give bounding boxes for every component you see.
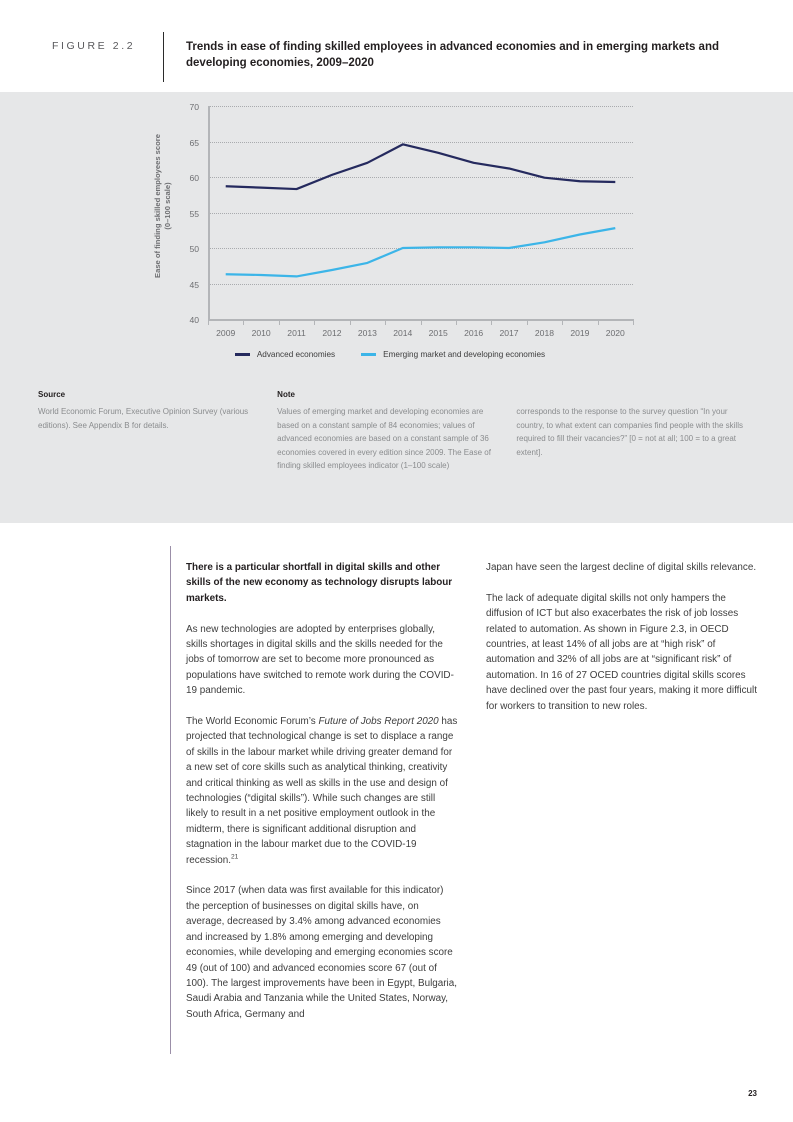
y-axis-tick-label: 50 bbox=[189, 244, 199, 254]
x-axis-tick-label: 2009 bbox=[216, 328, 236, 338]
note-block-continued: corresponds to the response to the surve… bbox=[516, 390, 755, 473]
figure-notes: Source World Economic Forum, Executive O… bbox=[0, 390, 793, 473]
gridline: 55 bbox=[189, 209, 633, 219]
x-axis-tick-label: 2014 bbox=[393, 328, 413, 338]
body-column-rule bbox=[170, 546, 171, 1054]
figure-number-label: FIGURE 2.2 bbox=[52, 40, 136, 52]
lead-paragraph: There is a particular shortfall in digit… bbox=[186, 562, 453, 604]
x-axis-tick-label: 2017 bbox=[499, 328, 519, 338]
x-axis-tick bbox=[526, 319, 528, 325]
para2-pre: The World Economic Forum’s bbox=[186, 716, 319, 728]
line-chart: Ease of finding skilled employees score … bbox=[130, 102, 650, 434]
chart-series-svg bbox=[225, 143, 616, 278]
legend-item[interactable]: Advanced economies bbox=[234, 350, 336, 359]
right-paragraph-2: The lack of adequate digital skills not … bbox=[486, 592, 757, 712]
left-paragraph-1: As new technologies are adopted by enter… bbox=[186, 623, 454, 697]
body-left-column: There is a particular shortfall in digit… bbox=[186, 560, 459, 1038]
x-axis-tick bbox=[420, 319, 422, 325]
x-axis-tick bbox=[455, 319, 457, 325]
x-axis-tick-label: 2019 bbox=[570, 328, 590, 338]
footnote-marker: 21 bbox=[231, 853, 239, 861]
note-body-first-part: Values of emerging market and developing… bbox=[277, 407, 491, 470]
y-axis-tick-label: 60 bbox=[189, 173, 199, 183]
left-paragraph-2: The World Economic Forum’s Future of Job… bbox=[186, 714, 459, 868]
x-axis-tick-label: 2011 bbox=[287, 328, 306, 338]
y-axis-tick-label: 55 bbox=[189, 208, 199, 219]
x-axis-tick bbox=[278, 319, 280, 325]
figure-header-divider bbox=[163, 32, 164, 82]
x-axis-tick bbox=[349, 319, 351, 325]
y-axis-title-line1: Ease of finding skilled employees score bbox=[153, 134, 162, 278]
chart-plot-area: 40 45 50 55 60 65 70 2009 2010 2011 2012 2013 2014 2… bbox=[189, 102, 634, 338]
gridline: 60 bbox=[189, 173, 633, 183]
note-block: Note Values of emerging market and devel… bbox=[277, 390, 516, 473]
series-line bbox=[225, 227, 616, 278]
x-axis-tick bbox=[491, 319, 493, 325]
y-axis-tick-label: 70 bbox=[189, 102, 199, 112]
y-axis-line bbox=[208, 106, 210, 319]
x-axis-tick bbox=[208, 319, 209, 325]
gridline: 45 bbox=[189, 280, 633, 290]
x-axis-tick-label: 2013 bbox=[357, 328, 377, 338]
left-paragraph-3: Since 2017 (when data was first availabl… bbox=[186, 885, 457, 1020]
y-axis-tick-label: 40 bbox=[189, 315, 199, 325]
x-axis-tick-label: 2020 bbox=[605, 328, 625, 338]
x-axis-tick bbox=[385, 319, 387, 325]
legend-swatch-icon bbox=[361, 353, 377, 356]
page-number: 23 bbox=[748, 1089, 757, 1098]
x-axis-tick bbox=[633, 319, 634, 325]
series-line bbox=[225, 143, 616, 191]
chart-legend: Advanced economies Emerging market and de… bbox=[130, 350, 650, 359]
y-axis-tick-label: 65 bbox=[189, 137, 199, 148]
source-heading: Source bbox=[38, 390, 66, 399]
x-axis-tick bbox=[243, 319, 245, 325]
legend-label: Emerging market and developing economies bbox=[383, 350, 546, 359]
x-axis-tick-label: 2015 bbox=[428, 328, 448, 338]
gridline: 65 bbox=[189, 138, 633, 148]
report-title-italic: Future of Jobs Report 2020 bbox=[318, 716, 439, 728]
legend-item[interactable]: Emerging market and developing economies bbox=[361, 350, 545, 359]
figure-title: Trends in ease of finding skilled employ… bbox=[186, 41, 719, 69]
x-axis-tick-label: 2016 bbox=[464, 328, 484, 338]
y-axis-title: Ease of finding skilled employees score … bbox=[153, 121, 173, 291]
y-axis-title-line2: (0–100 scale) bbox=[163, 182, 172, 230]
x-axis-tick-label: 2018 bbox=[534, 328, 555, 338]
right-paragraph-1: Japan have seen the largest decline of d… bbox=[486, 562, 757, 573]
para2-post: has projected that technological change … bbox=[186, 716, 458, 866]
body-right-column: Japan have seen the largest decline of d… bbox=[486, 560, 759, 1038]
figure-header: FIGURE 2.2 Trends in ease of finding ski… bbox=[0, 0, 793, 92]
legend-swatch-icon bbox=[234, 353, 250, 356]
gridline: 70 bbox=[189, 102, 633, 112]
x-axis-tick-label: 2010 bbox=[251, 328, 271, 338]
y-axis-tick-label: 45 bbox=[189, 279, 199, 290]
body-text: There is a particular shortfall in digit… bbox=[186, 560, 760, 1038]
legend-label: Advanced economies bbox=[256, 350, 336, 359]
x-axis-tick bbox=[597, 319, 599, 325]
figure-panel: Ease of finding skilled employees score … bbox=[0, 92, 793, 523]
x-axis-tick bbox=[562, 319, 564, 325]
note-body-second-part: corresponds to the response to the surve… bbox=[516, 407, 743, 457]
source-block: Source World Economic Forum, Executive O… bbox=[38, 390, 277, 473]
x-axis-tick-label: 2012 bbox=[322, 328, 342, 338]
note-heading: Note bbox=[277, 390, 295, 399]
x-axis-tick bbox=[314, 319, 316, 325]
source-body: World Economic Forum, Executive Opinion … bbox=[38, 407, 249, 430]
